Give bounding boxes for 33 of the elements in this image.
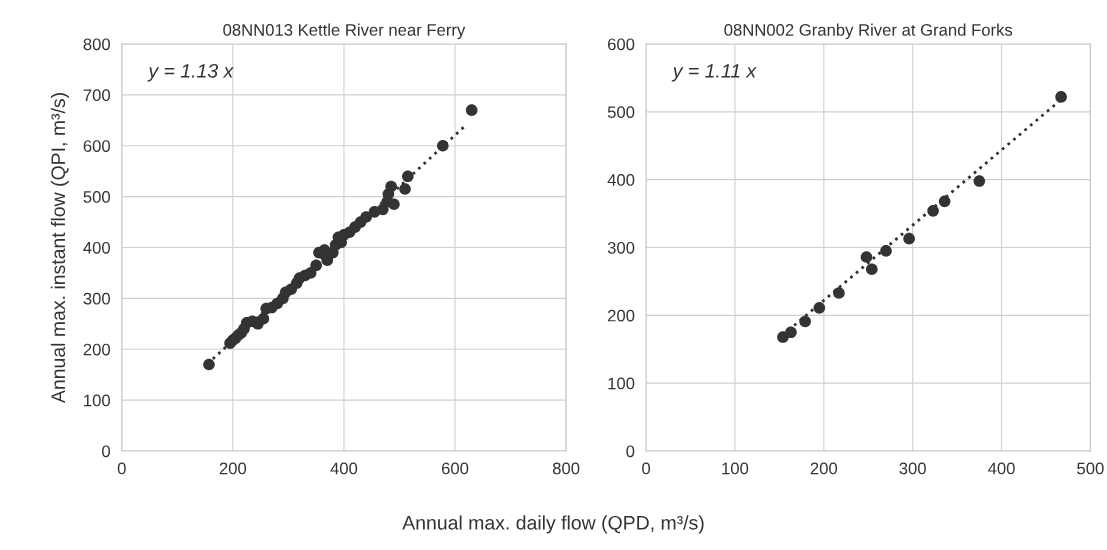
y-tick-label: 100 xyxy=(84,394,111,407)
y-tick-label: 800 xyxy=(83,38,111,51)
y-tick-label: 200 xyxy=(607,309,635,322)
x-tick-label: 500 xyxy=(1077,462,1104,475)
x-tick-label: 0 xyxy=(642,462,651,475)
y-tick-label: 0 xyxy=(626,445,635,458)
y-tick-label: 600 xyxy=(83,140,111,152)
y-tick-label: 0 xyxy=(102,445,111,458)
y-tick-label: 600 xyxy=(608,38,635,51)
x-tick-label: 200 xyxy=(219,462,247,475)
y-tick-label: 400 xyxy=(607,174,635,186)
x-tick-label: 600 xyxy=(441,462,469,475)
x-tick-label: 400 xyxy=(330,462,358,475)
y-tick-label: 300 xyxy=(83,292,111,305)
chart-title: 08NN013 Kettle River near Ferry xyxy=(223,23,466,40)
x-tick-label: 200 xyxy=(810,462,838,475)
y-tick-label: 200 xyxy=(83,343,111,356)
x-tick-label: 100 xyxy=(722,462,749,475)
y-axis-title: Annual max. instant flow (QPI, m³/s) xyxy=(50,93,69,404)
y-tick-label: 500 xyxy=(83,191,111,203)
annotation: y = 1.13 x xyxy=(147,63,234,82)
annotation: y = 1.11 x xyxy=(671,64,757,82)
y-tick-label: 500 xyxy=(607,106,635,119)
y-tick-label: 700 xyxy=(83,89,111,102)
x-axis-title: Annual max. daily flow (QPD, m³/s) xyxy=(402,515,704,534)
x-tick-label: 400 xyxy=(988,462,1015,475)
x-tick-label: 0 xyxy=(117,462,126,475)
x-tick-label: 800 xyxy=(552,462,580,475)
y-tick-label: 100 xyxy=(608,377,635,390)
y-tick-label: 400 xyxy=(83,241,111,254)
chart-title: 08NN002 Granby River at Grand Forks xyxy=(724,23,1013,40)
y-tick-label: 300 xyxy=(607,241,635,254)
x-tick-label: 300 xyxy=(899,462,926,475)
